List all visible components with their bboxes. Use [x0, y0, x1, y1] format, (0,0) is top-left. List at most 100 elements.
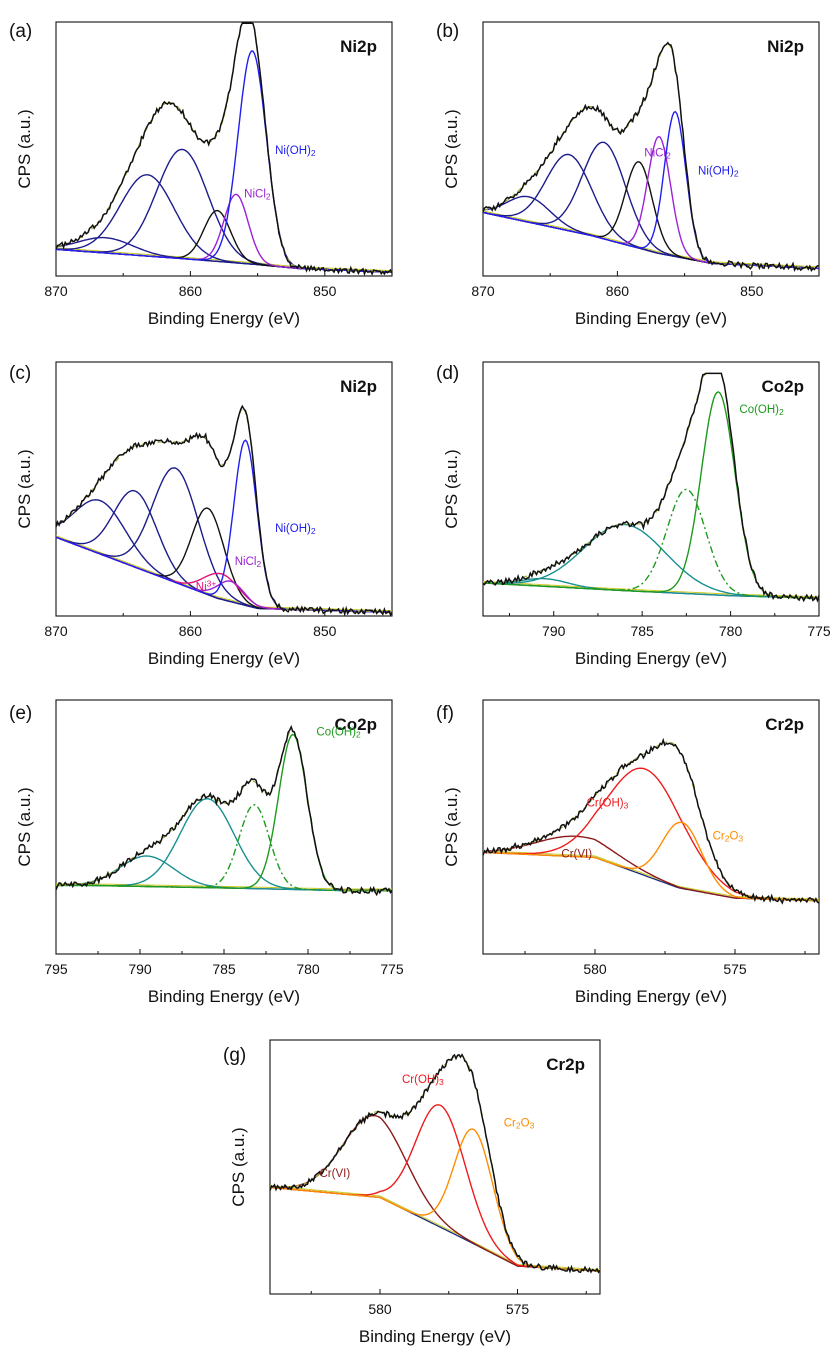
chart-panel-7: (g) Cr2p 580 575 Binding Energy (eV) CPS (a.u… — [223, 1039, 601, 1346]
plot-frame — [55, 21, 393, 277]
background-line-alt — [483, 581, 819, 598]
panel-letter: (b) — [436, 21, 459, 42]
x-tick-label: 775 — [807, 623, 831, 639]
fit-peak-3 — [482, 821, 820, 902]
chart-panel-1: (a) Ni2p 870 860 850 Binding Energy (eV) CPS (… — [9, 21, 393, 328]
x-tick-label: 860 — [606, 283, 630, 299]
peak-label: Ni(OH)2 — [275, 523, 316, 536]
y-axis-label: CPS (a.u.) — [15, 449, 34, 528]
fit-peak-2 — [482, 153, 820, 270]
x-tick-label: 850 — [313, 283, 337, 299]
element-title: Cr2p — [765, 715, 804, 734]
peak-label: Co(OH)2 — [739, 404, 784, 417]
background-line-alt — [269, 1185, 601, 1271]
x-tick-label: 790 — [542, 623, 566, 639]
fit-peak-4 — [482, 391, 819, 599]
chart-panel-3: (c) Ni2p 870 860 850 Binding Energy (eV) CPS (… — [9, 361, 393, 668]
y-axis-label: CPS (a.u.) — [15, 109, 34, 188]
raw-spectrum — [55, 22, 393, 277]
peak-label: Co(OH)2 — [316, 727, 361, 740]
plot-frame — [55, 361, 393, 617]
peak-label: Ni3+ — [196, 579, 217, 594]
raw-spectrum — [55, 724, 393, 897]
x-tick-label: 850 — [313, 623, 337, 639]
fit-peak-1 — [482, 195, 820, 270]
x-tick-label: 790 — [128, 961, 152, 977]
y-axis-label: CPS (a.u.) — [229, 1127, 248, 1206]
peak-label: Cr2O3 — [713, 831, 744, 844]
x-tick-label: 780 — [296, 961, 320, 977]
peak-label: NiCl2 — [644, 148, 671, 161]
peak-label: Ni(OH)2 — [275, 145, 316, 158]
x-tick-label: 860 — [179, 283, 203, 299]
fit-envelope — [483, 741, 820, 902]
x-axis-label: Binding Energy (eV) — [359, 1327, 511, 1346]
x-axis-label: Binding Energy (eV) — [575, 309, 727, 328]
peak-label: Cr(OH)3 — [402, 1074, 444, 1087]
peak-label: Cr2O3 — [504, 1117, 535, 1130]
element-title: Co2p — [335, 715, 378, 734]
background-line — [269, 1186, 601, 1272]
peak-label: NiCl2 — [244, 188, 271, 201]
x-tick-label: 780 — [719, 623, 743, 639]
element-title: Ni2p — [767, 37, 804, 56]
raw-spectrum — [482, 372, 820, 603]
raw-spectrum — [55, 404, 393, 617]
fit-peak-2 — [55, 489, 393, 613]
fit-peak-3 — [55, 467, 393, 613]
fit-peak-6 — [55, 50, 393, 273]
panel-letter: (e) — [9, 703, 32, 724]
chart-panel-6: (f) Cr2p 580 575 Binding Energy (eV) CPS (a.u… — [436, 699, 820, 1006]
x-axis-label: Binding Energy (eV) — [575, 649, 727, 668]
x-axis-label: Binding Energy (eV) — [575, 987, 727, 1006]
x-axis-label: Binding Energy (eV) — [148, 987, 300, 1006]
fit-peak-1 — [269, 1114, 601, 1272]
fit-peak-6 — [482, 110, 820, 270]
element-title: Ni2p — [340, 37, 377, 56]
fit-peak-4 — [482, 161, 820, 270]
fit-peak-4 — [55, 507, 393, 613]
background-line-alt — [55, 535, 393, 612]
plot-frame — [482, 361, 820, 617]
x-tick-label: 580 — [583, 961, 607, 977]
peak-label: Ni(OH)2 — [698, 165, 739, 178]
plot-frame — [482, 21, 820, 277]
panel-letter: (g) — [223, 1045, 246, 1066]
peak-label: Cr(OH)3 — [587, 798, 629, 811]
fit-peak-1 — [483, 835, 820, 902]
fit-peak-2 — [269, 1104, 601, 1272]
x-axis-label: Binding Energy (eV) — [148, 649, 300, 668]
chart-panel-5: (e) Co2p 795 790 785 780 775 Binding Energy (eV… — [9, 699, 404, 1006]
x-tick-label: 575 — [723, 961, 747, 977]
panel-letter: (c) — [9, 363, 31, 384]
y-axis-label: CPS (a.u.) — [442, 787, 461, 866]
y-axis-label: CPS (a.u.) — [15, 787, 34, 866]
x-axis-label: Binding Energy (eV) — [148, 309, 300, 328]
y-axis-label: CPS (a.u.) — [442, 109, 461, 188]
fit-peak-2 — [482, 523, 819, 599]
chart-panel-4: (d) Co2p 790 785 780 775 Binding Energy (eV) CP… — [436, 361, 831, 668]
raw-spectrum — [482, 41, 820, 273]
fit-peak-4 — [56, 733, 392, 892]
x-tick-label: 870 — [44, 283, 68, 299]
fit-envelope — [269, 1055, 601, 1272]
element-title: Ni2p — [340, 377, 377, 396]
x-tick-label: 860 — [179, 623, 203, 639]
x-tick-label: 785 — [630, 623, 654, 639]
panel-letter: (a) — [9, 21, 32, 42]
element-title: Cr2p — [546, 1055, 585, 1074]
fit-peak-3 — [269, 1128, 601, 1272]
x-tick-label: 870 — [44, 623, 68, 639]
peak-label: Cr(VI) — [561, 848, 592, 860]
fit-peak-1 — [55, 236, 393, 273]
raw-spectrum — [269, 1053, 601, 1274]
plot-frame — [269, 1039, 601, 1295]
fit-peak-2 — [56, 174, 393, 273]
y-axis-label: CPS (a.u.) — [442, 449, 461, 528]
fit-peak-3 — [55, 148, 393, 273]
x-tick-label: 580 — [368, 1301, 392, 1317]
chart-panel-2: (b) Ni2p 870 860 850 Binding Energy (eV) CPS (… — [436, 21, 820, 328]
x-tick-label: 870 — [471, 283, 495, 299]
x-tick-label: 785 — [212, 961, 236, 977]
